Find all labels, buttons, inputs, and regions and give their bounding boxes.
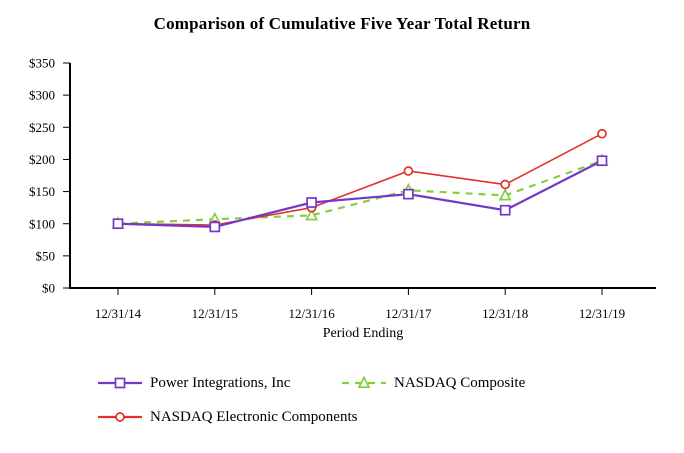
x-tick-label: 12/31/14 [95,306,142,321]
marker-triangle [305,208,318,221]
legend-marker-triangle [357,375,371,389]
x-tick-label: 12/31/18 [482,306,528,321]
y-tick-label: $350 [29,56,55,71]
series-line-power-integrations-inc [117,159,603,229]
legend-item-power-integrations-inc: Power Integrations, Inc [98,374,290,392]
x-tick-label: 12/31/17 [385,306,432,321]
legend-swatch-circle [98,412,142,422]
y-tick-label: $300 [29,88,55,103]
x-tick-label: 12/31/15 [192,306,238,321]
marker-triangle [498,188,512,201]
marker-square [403,188,414,200]
marker-circle [500,179,511,190]
y-tick-label: $100 [29,216,55,231]
x-tick-label: 12/31/16 [288,306,335,321]
series-line-nasdaq-electronic-components [117,133,603,226]
y-tick-label: $250 [29,120,55,135]
legend-swatch-triangle [342,375,386,389]
marker-circle [597,128,607,139]
y-tick-label: $0 [42,281,55,296]
x-tick-label: 12/31/19 [579,306,625,321]
marker-square [209,221,221,233]
marker-square [499,204,511,216]
chart-title: Comparison of Cumulative Five Year Total… [153,14,531,33]
marker-square [596,155,608,167]
legend-marker-square [114,377,126,389]
y-tick-label: $50 [36,248,56,263]
legend-label: NASDAQ Composite [394,374,526,391]
legend-item-nasdaq-composite: NASDAQ Composite [342,374,525,392]
marker-square [306,197,317,208]
x-axis-title: Period Ending [322,326,404,341]
legend-label: Power Integrations, Inc [150,374,291,391]
legend-label: NASDAQ Electronic Components [150,408,358,425]
legend-swatch-square [98,377,142,389]
marker-circle [403,166,414,176]
y-tick-label: $150 [29,184,55,199]
y-tick-label: $200 [29,152,55,167]
marker-square [112,218,124,230]
legend-item-nasdaq-electronic-components: NASDAQ Electronic Components [98,408,357,426]
series-line-nasdaq-composite [117,159,603,225]
legend-marker-circle [115,412,125,422]
